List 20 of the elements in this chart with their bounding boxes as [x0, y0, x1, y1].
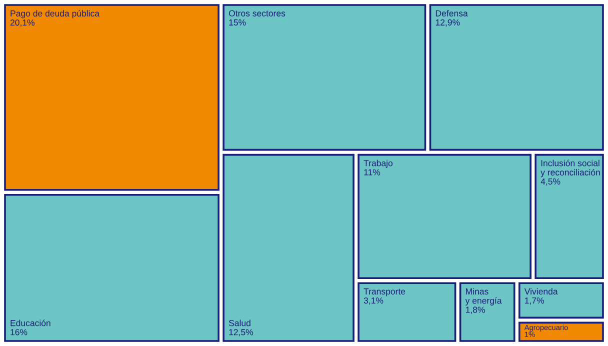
category-label: Salud — [228, 320, 250, 326]
data-label: 4,5% — [540, 178, 560, 186]
category-label: Inclusión social y reconciliación — [540, 160, 600, 178]
data-label: 3,1% — [364, 297, 384, 305]
data-label: 12,5% — [229, 329, 254, 336]
data-label: 20,1% — [10, 19, 34, 27]
category-label: Transporte — [364, 288, 406, 296]
category-label: Otros sectores — [228, 10, 286, 16]
data-label: 12,9% — [436, 19, 460, 27]
category-label: Vivienda — [524, 288, 558, 295]
data-label: 16% — [10, 329, 28, 336]
category-label: Defensa — [436, 10, 468, 16]
category-label: Pago de deuda pública — [10, 10, 100, 18]
data-label: 1,8% — [466, 306, 485, 314]
data-label: 15% — [229, 19, 246, 26]
category-label: Educación — [10, 320, 50, 326]
category-label: Trabajo — [364, 160, 393, 168]
data-label: 11% — [364, 169, 380, 176]
data-label: 1,7% — [525, 297, 544, 305]
category-label: Minas y energía — [465, 288, 502, 306]
